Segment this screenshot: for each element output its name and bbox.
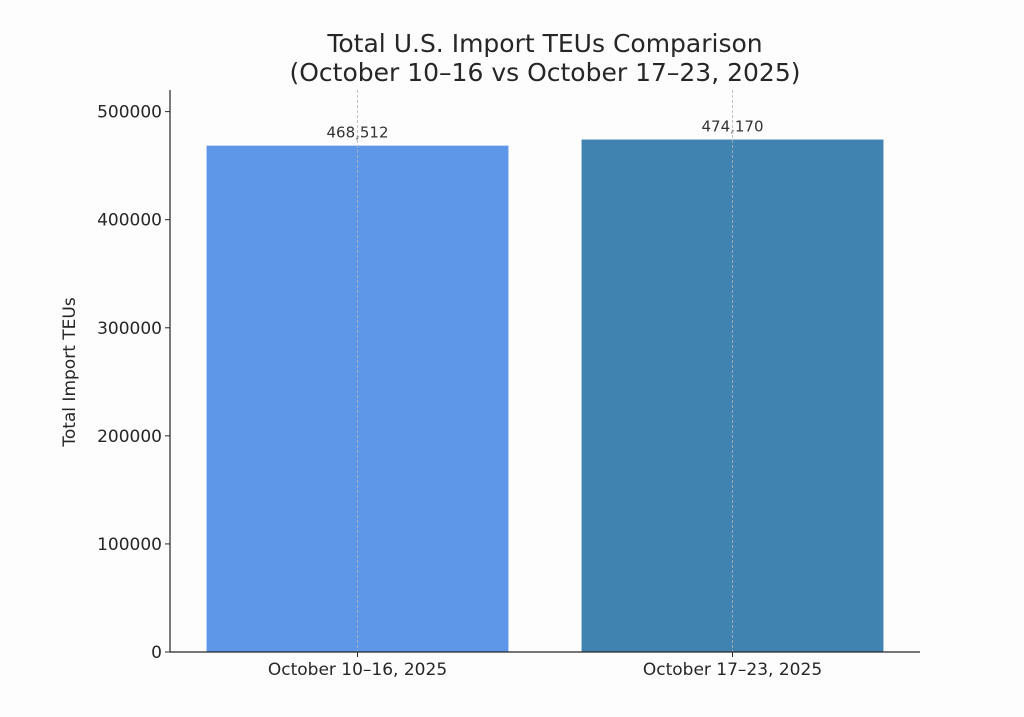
data-labels-layer: 468,512 474,170 — [326, 90, 764, 652]
y-axis-label: Total Import TEUs — [60, 297, 80, 447]
y-tick-label: 100000 — [97, 535, 162, 555]
y-tick-label: 0 — [151, 643, 162, 663]
y-tick-label: 200000 — [97, 427, 162, 447]
chart-title: Total U.S. Import TEUs Comparison — [326, 29, 762, 58]
y-tick-label: 400000 — [97, 211, 162, 231]
x-ticks-layer: October 10–16, 2025 October 17–23, 2025 — [268, 652, 822, 680]
x-tick-label-1: October 10–16, 2025 — [268, 660, 447, 680]
y-tick-label: 500000 — [97, 103, 162, 123]
y-tick-label: 300000 — [97, 319, 162, 339]
chart-subtitle: (October 10–16 vs October 17–23, 2025) — [290, 58, 801, 87]
x-tick-label-2: October 17–23, 2025 — [643, 660, 822, 680]
y-ticks-layer: 0 100000 200000 300000 400000 500000 — [97, 103, 170, 663]
axes-layer — [169, 90, 920, 653]
bars-layer — [206, 139, 884, 653]
